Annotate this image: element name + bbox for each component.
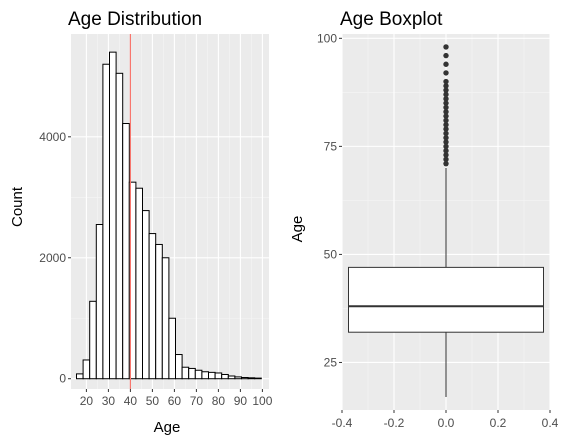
boxplot-outlier-point xyxy=(443,109,449,115)
histogram-bar xyxy=(95,224,104,380)
boxplot-y-tick-label: 25 xyxy=(324,355,338,369)
boxplot-outlier-point xyxy=(443,160,449,167)
histogram-x-tick-label: 90 xyxy=(234,394,248,408)
histogram-bar xyxy=(208,371,216,380)
histogram-x-tick-label: 40 xyxy=(124,394,138,408)
histogram-bar xyxy=(109,51,117,380)
histogram-x-tick-label: 30 xyxy=(102,394,116,408)
boxplot-x-ticks: -0.4 -0.2 0.0 0.2 0.4 xyxy=(332,410,559,430)
boxplot-outlier-point xyxy=(443,156,449,163)
histogram-bar xyxy=(161,257,170,380)
boxplot-x-tick-label: 0.4 xyxy=(542,416,559,430)
histogram-y-tick-label: 0 xyxy=(59,372,66,386)
histogram-bar xyxy=(201,371,209,380)
boxplot-outlier-point xyxy=(443,126,449,132)
boxplot-x-tick-label: -0.2 xyxy=(384,416,405,430)
boxplot-outlier-point xyxy=(443,70,449,76)
histogram-y-axis-title: Count xyxy=(9,186,26,227)
histogram-y-tick-label: 4000 xyxy=(39,130,66,144)
histogram-y-tick-label: 2000 xyxy=(39,251,66,265)
histogram-bar xyxy=(241,377,249,380)
histogram-bar xyxy=(122,123,130,380)
histogram-x-tick-label: 70 xyxy=(190,394,204,408)
histogram-bar xyxy=(115,72,124,380)
boxplot-outlier-point xyxy=(443,104,449,111)
histogram-bar xyxy=(214,372,223,380)
boxplot-outlier-point xyxy=(443,147,449,154)
boxplot-outlier-point xyxy=(443,135,449,141)
boxplot-outlier-point xyxy=(443,117,449,124)
boxplot-outlier-point xyxy=(443,143,449,150)
histogram-x-axis-title: Age xyxy=(154,419,181,436)
boxplot-outlier-point xyxy=(443,78,449,85)
histogram-title: Age Distribution xyxy=(68,9,202,30)
histogram-bar xyxy=(148,233,157,380)
histogram-x-ticks: 20 30 40 50 60 70 80 90 100 xyxy=(80,389,273,408)
histogram-x-tick-label: 100 xyxy=(252,394,272,408)
boxplot-outlier-point xyxy=(443,122,449,128)
boxplot-x-tick-label: 0.2 xyxy=(490,416,507,430)
boxplot-x-tick-label: -0.4 xyxy=(332,416,353,430)
boxplot-outlier-point xyxy=(443,96,449,102)
histogram-bar xyxy=(168,317,176,380)
histogram-bar xyxy=(155,243,163,380)
histogram-bar xyxy=(194,369,203,380)
boxplot-x-tick-label: 0.0 xyxy=(438,416,455,430)
histogram-bar xyxy=(234,376,242,380)
histogram-bar xyxy=(102,63,111,380)
histogram-bar xyxy=(89,300,97,380)
boxplot-outlier-point xyxy=(443,44,449,50)
boxplot-outlier-point xyxy=(443,83,449,89)
boxplot-outlier-point xyxy=(443,91,449,98)
histogram-bars xyxy=(76,51,262,380)
histogram-bar xyxy=(142,210,150,380)
histogram-bar xyxy=(188,367,196,380)
boxplot-outlier-point xyxy=(443,100,449,106)
boxplot-outlier-point xyxy=(443,139,449,145)
histogram-bar xyxy=(82,359,91,380)
boxplot-box xyxy=(348,266,544,333)
histogram-x-tick-label: 20 xyxy=(80,394,94,408)
boxplot-outlier-point xyxy=(443,152,449,158)
boxplot-outlier-point xyxy=(443,113,449,119)
histogram-x-tick-label: 80 xyxy=(212,394,226,408)
boxplot-outlier-point xyxy=(443,130,449,137)
boxplot-outlier-point xyxy=(443,87,449,93)
boxplot-y-axis-title: Age xyxy=(289,216,306,243)
histogram-bar xyxy=(247,377,256,380)
histogram-x-tick-label: 50 xyxy=(146,394,160,408)
histogram-bar xyxy=(76,373,84,380)
histogram-bar xyxy=(221,373,229,380)
boxplot-outliers xyxy=(443,44,449,167)
histogram-y-ticks: 0 2000 4000 xyxy=(39,130,71,386)
histogram-x-tick-label: 60 xyxy=(168,394,182,408)
histogram-bar xyxy=(227,375,236,380)
histogram-bar xyxy=(175,354,183,380)
boxplot-y-ticks: 25 50 75 100 xyxy=(317,31,342,369)
boxplot-outlier-point xyxy=(443,61,449,67)
boxplot-y-tick-label: 50 xyxy=(324,247,338,261)
boxplot-outlier-point xyxy=(443,52,449,59)
boxplot-title: Age Boxplot xyxy=(340,9,443,30)
histogram-bar xyxy=(181,366,190,380)
boxplot-y-tick-label: 100 xyxy=(317,31,337,45)
histogram-bar xyxy=(135,187,143,380)
histogram-chart: 20 30 40 50 60 70 80 90 100 0 2000 4000 Age Distri… xyxy=(9,9,273,436)
histogram-bar xyxy=(254,377,262,380)
boxplot-y-tick-label: 75 xyxy=(324,139,338,153)
